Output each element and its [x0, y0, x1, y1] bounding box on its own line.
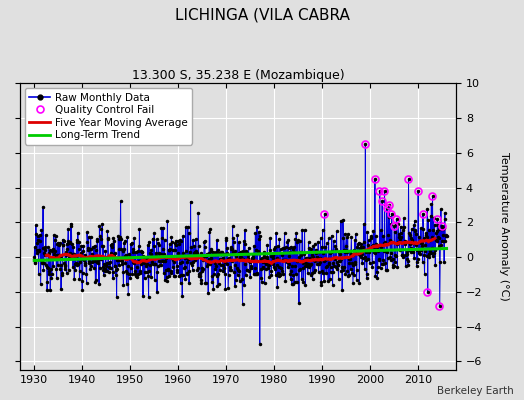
Legend: Raw Monthly Data, Quality Control Fail, Five Year Moving Average, Long-Term Tren: Raw Monthly Data, Quality Control Fail, … [25, 88, 192, 144]
Text: Berkeley Earth: Berkeley Earth [437, 386, 514, 396]
Y-axis label: Temperature Anomaly (°C): Temperature Anomaly (°C) [499, 152, 509, 301]
Text: LICHINGA (VILA CABRA: LICHINGA (VILA CABRA [174, 8, 350, 23]
Title: 13.300 S, 35.238 E (Mozambique): 13.300 S, 35.238 E (Mozambique) [132, 69, 344, 82]
